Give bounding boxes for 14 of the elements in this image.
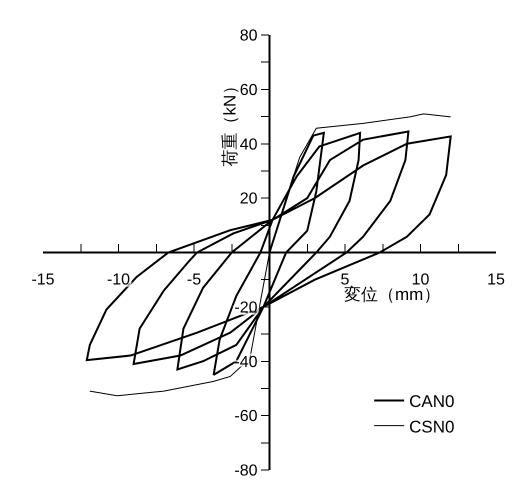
y-tick-label: 20 — [240, 190, 258, 208]
y-tick-label: 80 — [240, 28, 258, 45]
legend-label: CAN0 — [409, 392, 455, 412]
y-tick-label: -20 — [234, 299, 258, 316]
y-tick-label: -80 — [234, 462, 258, 480]
y-tick-label: -60 — [234, 408, 258, 426]
y-tick-label: 60 — [240, 82, 258, 99]
y-tick-label: 40 — [240, 136, 258, 154]
x-tick-label: 15 — [487, 271, 505, 288]
x-tick-label: -5 — [186, 271, 202, 288]
x-tick-label: -15 — [31, 271, 55, 288]
y-axis-title: 荷重（kN） — [220, 78, 240, 166]
x-tick-label: -10 — [106, 271, 130, 288]
legend-label: CSN0 — [409, 417, 455, 436]
